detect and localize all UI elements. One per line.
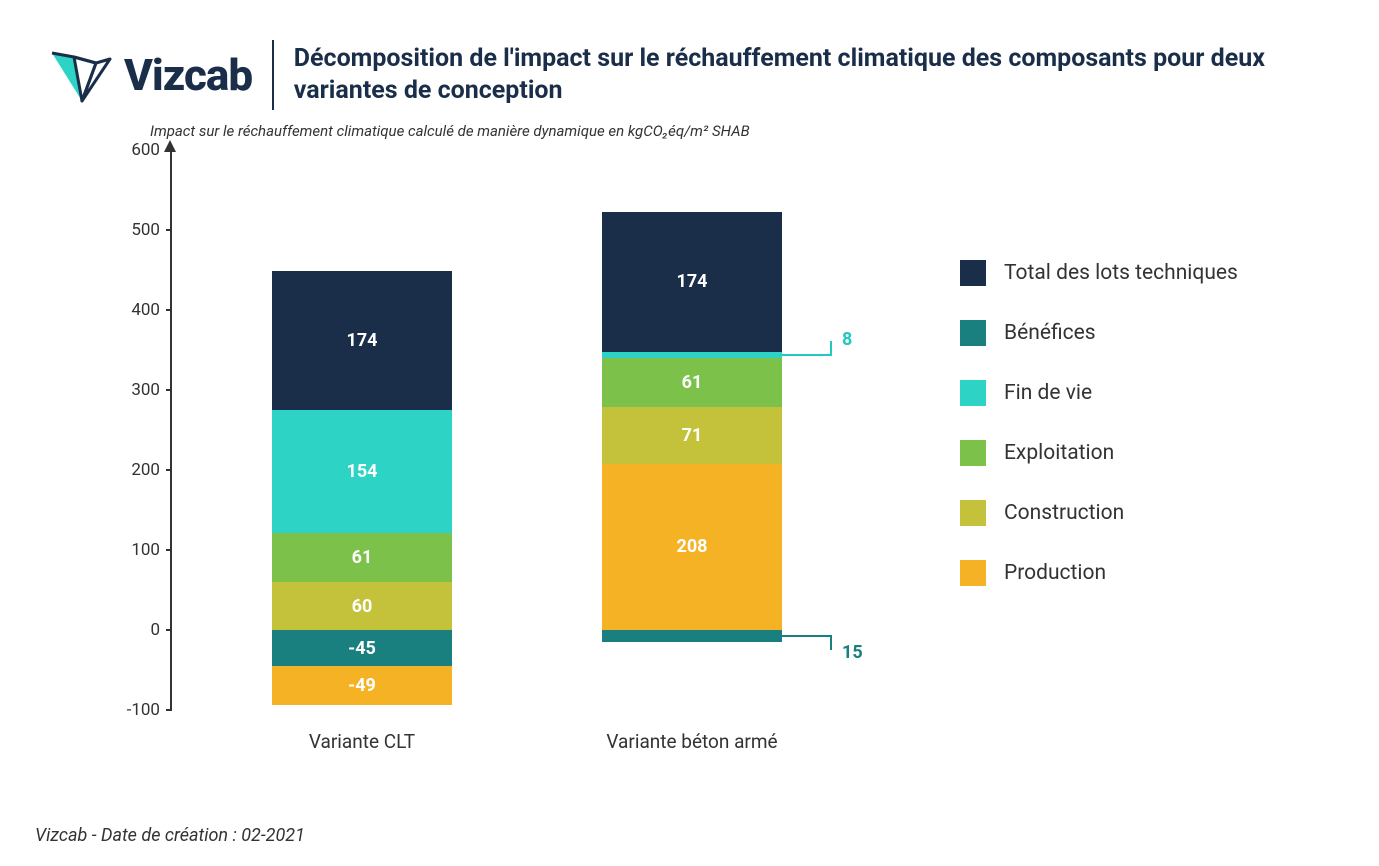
legend-label: Production: [1004, 561, 1106, 585]
bar-segment-fin_de_vie: [602, 352, 782, 358]
legend-item: Bénéfices: [960, 320, 1238, 346]
segment-value-label: 174: [677, 271, 708, 292]
y-tick-label: 100: [110, 540, 160, 560]
bar-segment-exploitation: 61: [272, 533, 452, 582]
legend-swatch: [960, 500, 986, 526]
x-axis-label: Variante CLT: [232, 730, 492, 753]
title-separator: [272, 40, 274, 110]
bar-column: 2087161174Variante béton armé: [602, 150, 782, 710]
legend-item: Production: [960, 560, 1238, 586]
legend: Total des lots techniques Bénéfices Fin de…: [960, 260, 1238, 620]
segment-value-label: 61: [352, 547, 373, 568]
plot-area: -1000100200300400500600-45-496061154174V…: [170, 150, 890, 710]
legend-swatch: [960, 560, 986, 586]
bar-segment-benefices: -45: [272, 630, 452, 666]
y-tick-mark: [166, 149, 172, 151]
legend-item: Total des lots techniques: [960, 260, 1238, 286]
y-tick-mark: [166, 229, 172, 231]
segment-value-label: -49: [348, 675, 376, 696]
segment-value-label: 61: [682, 372, 703, 393]
y-tick-mark: [166, 309, 172, 311]
y-tick-mark: [166, 709, 172, 711]
callout-label: 8: [842, 329, 852, 350]
legend-label: Exploitation: [1004, 441, 1114, 465]
bar-segment-total_lots: 174: [602, 212, 782, 351]
legend-label: Fin de vie: [1004, 381, 1092, 405]
y-tick-label: 300: [110, 380, 160, 400]
bar-segment-benefices: [602, 630, 782, 642]
legend-swatch: [960, 440, 986, 466]
bar-segment-production: 208: [602, 464, 782, 630]
y-tick-mark: [166, 549, 172, 551]
callout-line: [782, 635, 832, 637]
y-tick-label: 0: [110, 620, 160, 640]
chart-area: -1000100200300400500600-45-496061154174V…: [130, 150, 930, 710]
bar-segment-fin_de_vie: 154: [272, 410, 452, 533]
logo: Vizcab: [50, 43, 252, 107]
legend-item: Construction: [960, 500, 1238, 526]
y-tick-mark: [166, 629, 172, 631]
y-tick-label: 600: [110, 140, 160, 160]
page-title: Décomposition de l'impact sur le réchauf…: [294, 43, 1329, 108]
y-tick-label: -100: [110, 700, 160, 720]
y-tick-label: 200: [110, 460, 160, 480]
segment-value-label: 208: [677, 536, 708, 557]
legend-swatch: [960, 320, 986, 346]
callout-label: 15: [842, 642, 863, 663]
bar-segment-construction: 71: [602, 407, 782, 464]
callout-line: [782, 354, 832, 356]
bar-segment-construction: 60: [272, 582, 452, 630]
header: Vizcab Décomposition de l'impact sur le …: [50, 40, 1329, 110]
bar-segment-exploitation: 61: [602, 358, 782, 407]
legend-swatch: [960, 260, 986, 286]
segment-value-label: 71: [682, 425, 703, 446]
segment-value-label: -45: [348, 638, 376, 659]
legend-label: Total des lots techniques: [1004, 261, 1238, 285]
segment-value-label: 174: [347, 330, 378, 351]
legend-label: Construction: [1004, 501, 1124, 525]
x-axis-label: Variante béton armé: [562, 730, 822, 753]
callout-line: [830, 341, 832, 355]
legend-label: Bénéfices: [1004, 321, 1096, 345]
footer-credit: Vizcab - Date de création : 02-2021: [35, 825, 305, 846]
bar-column: -45-496061154174Variante CLT: [272, 150, 452, 710]
legend-item: Exploitation: [960, 440, 1238, 466]
logo-text: Vizcab: [124, 49, 252, 101]
callout-line: [830, 636, 832, 650]
legend-item: Fin de vie: [960, 380, 1238, 406]
legend-swatch: [960, 380, 986, 406]
y-axis-caption: Impact sur le réchauffement climatique c…: [150, 122, 750, 140]
bar-segment-production: -49: [272, 666, 452, 705]
segment-value-label: 60: [352, 596, 373, 617]
segment-value-label: 154: [347, 461, 378, 482]
y-tick-mark: [166, 389, 172, 391]
y-tick-label: 500: [110, 220, 160, 240]
bar-segment-total_lots: 174: [272, 271, 452, 410]
y-tick-label: 400: [110, 300, 160, 320]
y-tick-mark: [166, 469, 172, 471]
vizcab-logo-icon: [50, 43, 114, 107]
